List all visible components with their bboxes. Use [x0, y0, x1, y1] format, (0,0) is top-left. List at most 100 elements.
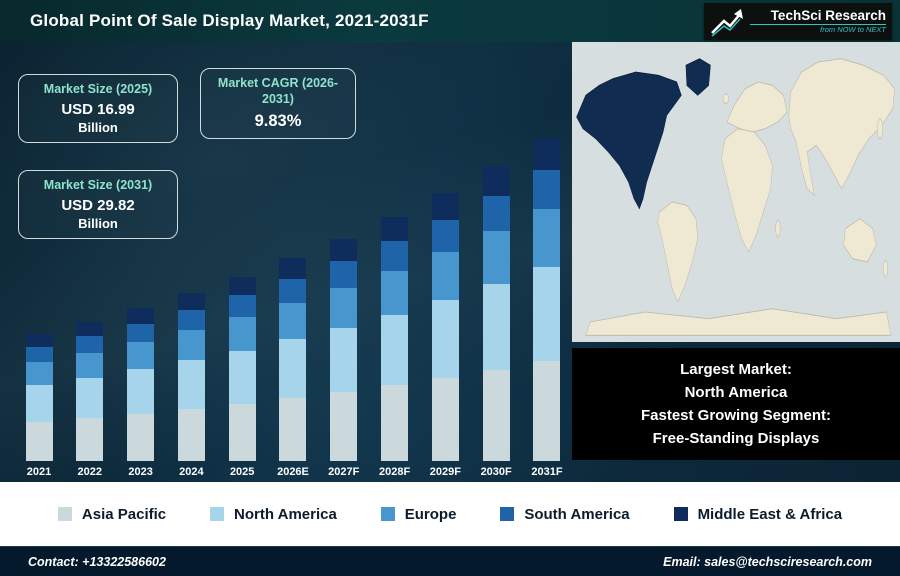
map-greenland — [685, 58, 711, 96]
bar-segment — [431, 300, 459, 378]
bar-segment — [127, 369, 155, 414]
bar-column: 2027F — [321, 238, 367, 478]
bar-segment — [177, 309, 205, 330]
bar-segment — [431, 220, 459, 253]
bar-stack — [127, 308, 155, 461]
bar-segment — [127, 323, 155, 342]
bar-segment — [177, 329, 205, 361]
bar-stack — [381, 216, 409, 461]
footer-email: Email: sales@techsciresearch.com — [663, 554, 872, 569]
bar-segment — [76, 322, 104, 337]
bar-segment — [330, 287, 358, 328]
stat-value: USD 16.99 — [61, 100, 135, 118]
stat-label: Market CAGR (2026-2031) — [217, 76, 339, 106]
logo-arrow-icon — [711, 8, 743, 37]
map-new-zealand — [882, 259, 888, 278]
x-axis-label: 2029F — [429, 466, 461, 478]
bar-segment — [279, 258, 307, 279]
stat-unit: Billion — [78, 215, 118, 231]
bar-stack — [482, 166, 510, 461]
bar-segment — [25, 346, 53, 363]
legend-item: North America — [210, 506, 337, 523]
bar-segment — [127, 413, 155, 461]
legend-label: Middle East & Africa — [697, 505, 843, 523]
stat-box-market-cagr: Market CAGR (2026-2031) 9.83% — [200, 68, 356, 140]
bar-segment — [381, 241, 409, 271]
x-axis-label: 2023 — [128, 466, 153, 478]
bar-segment — [228, 403, 256, 461]
bar-segment — [177, 408, 205, 461]
bar-segment — [381, 314, 409, 386]
bar-segment — [76, 336, 104, 353]
stat-label: Market Size (2025) — [43, 82, 153, 96]
bar-segment — [127, 341, 155, 370]
bar-column: 2031F — [524, 138, 570, 478]
bar-segment — [533, 138, 561, 171]
stat-value: USD 29.82 — [61, 196, 135, 214]
map-south-america — [657, 201, 698, 303]
legend-swatch — [57, 507, 72, 521]
bar-segment — [228, 276, 256, 296]
bar-column: 2030F — [473, 166, 519, 478]
x-axis-label: 2022 — [77, 466, 103, 478]
bar-segment — [25, 421, 53, 461]
map-australia — [843, 218, 877, 263]
map-north-america — [576, 71, 682, 210]
legend-label: South America — [524, 505, 630, 523]
bar-stack — [228, 276, 256, 461]
world-map — [572, 42, 900, 342]
bar-segment — [381, 270, 409, 315]
bar-column: 2024 — [168, 292, 214, 478]
legend: Asia Pacific North America Europe South Ame… — [0, 482, 900, 546]
bar-column: 2025 — [219, 276, 265, 478]
logo-brand: TechSci Research — [770, 8, 886, 24]
bar-column: 2028F — [372, 216, 418, 478]
legend-item: Europe — [380, 505, 457, 523]
bar-segment — [533, 170, 561, 210]
bar-segment — [25, 362, 53, 386]
bar-column: 2023 — [118, 308, 164, 478]
bar-segment — [25, 385, 53, 422]
bar-chart: 2021 2022 2023 2024 2025 2026E 2027F 2028F 2029F… — [8, 116, 578, 478]
bar-segment — [381, 385, 409, 461]
map-japan — [876, 118, 883, 140]
bar-segment — [76, 377, 104, 418]
bar-column: 2029F — [422, 193, 468, 478]
x-axis-label: 2031F — [531, 466, 563, 478]
bar-column: 2026E — [270, 258, 316, 478]
bar-segment — [431, 378, 459, 461]
x-axis-label: 2025 — [229, 466, 255, 478]
stat-label: Market Size (2031) — [43, 178, 153, 192]
x-axis-label: 2028F — [378, 466, 411, 478]
legend-item: Middle East & Africa — [673, 505, 843, 523]
bar-segment — [431, 193, 459, 221]
x-axis-label: 2024 — [179, 466, 204, 478]
bar-stack — [76, 322, 104, 461]
x-axis-label: 2021 — [26, 466, 52, 478]
callout-line: North America — [684, 383, 788, 401]
callout-line: Largest Market: — [680, 360, 792, 378]
bar-segment — [330, 392, 358, 461]
page-title: Global Point Of Sale Display Market, 202… — [30, 11, 429, 30]
map-madagascar — [775, 219, 781, 238]
logo-tagline: from NOW to NEXT — [750, 23, 886, 34]
logo-text: TechSci Research from NOW to NEXT — [750, 9, 886, 33]
bar-stack — [25, 334, 53, 461]
legend-item: South America — [500, 505, 630, 523]
bar-segment — [228, 350, 256, 404]
bar-column: 2022 — [67, 322, 113, 478]
bar-segment — [25, 334, 53, 347]
bar-segment — [381, 216, 409, 242]
bar-column: 2021 — [16, 334, 62, 478]
legend-item: Asia Pacific — [57, 506, 166, 523]
bar-segment — [228, 317, 256, 351]
x-axis-label: 2030F — [480, 466, 512, 478]
legend-swatch — [500, 507, 515, 521]
callout-line: Free-Standing Displays — [652, 430, 820, 448]
stat-box-market-size-2031: Market Size (2031) USD 29.82 Billion — [18, 170, 178, 239]
bar-segment — [533, 267, 561, 361]
stat-unit: Billion — [78, 119, 118, 135]
legend-label: Europe — [404, 505, 457, 523]
bar-segment — [482, 284, 510, 370]
